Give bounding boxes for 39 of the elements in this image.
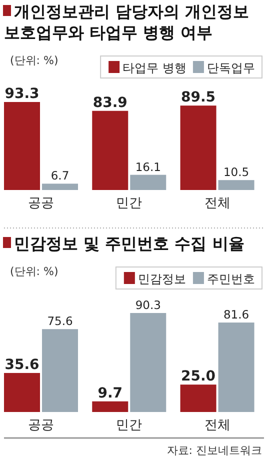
legend-label: 단독업무	[206, 61, 255, 75]
x-tick-label: 전체	[204, 196, 230, 211]
bar	[42, 329, 78, 412]
bar	[218, 322, 254, 412]
data-label: 81.6	[223, 308, 250, 322]
bar	[180, 106, 216, 190]
data-label: 10.5	[223, 165, 250, 180]
x-tick-label: 민간	[116, 196, 142, 211]
bar	[130, 313, 166, 412]
x-tick-label: 민간	[116, 418, 142, 433]
bar	[4, 372, 40, 412]
bar	[218, 180, 254, 190]
bar	[4, 102, 40, 190]
x-tick-label: 공공	[28, 196, 54, 211]
data-label: 89.5	[181, 90, 216, 106]
bar	[92, 401, 128, 412]
chart-title: 민감정보 및 주민번호 수집 비율	[14, 234, 244, 253]
data-label: 9.7	[98, 385, 123, 402]
bar	[42, 184, 78, 190]
data-label: 75.6	[47, 314, 73, 328]
text: 자료: 진보네트워크	[166, 444, 262, 457]
legend-label: 주민번호	[206, 272, 255, 286]
data-label: 16.1	[135, 160, 161, 174]
chart-subtitle: (단위: %)	[10, 54, 58, 67]
bar	[92, 110, 128, 190]
data-label: 35.6	[4, 356, 40, 373]
chart-title: 개인정보관리 담당자의 개인정보 보호업무와 타업무 병행 여부	[4, 2, 250, 42]
x-tick-label: 공공	[28, 418, 54, 433]
chart-subtitle: (단위: %)	[10, 265, 58, 278]
data-label: 83.9	[92, 94, 128, 111]
x-tick-label: 전체	[204, 418, 230, 433]
data-label: 93.3	[4, 86, 40, 102]
bar	[130, 174, 166, 190]
legend-label: 민감정보	[138, 272, 186, 286]
legend-label: 타업무 병행	[122, 61, 186, 75]
data-label: 25.0	[181, 368, 216, 385]
bar	[180, 384, 216, 412]
data-label: 90.3	[135, 298, 161, 312]
data-label: 6.7	[50, 168, 70, 183]
